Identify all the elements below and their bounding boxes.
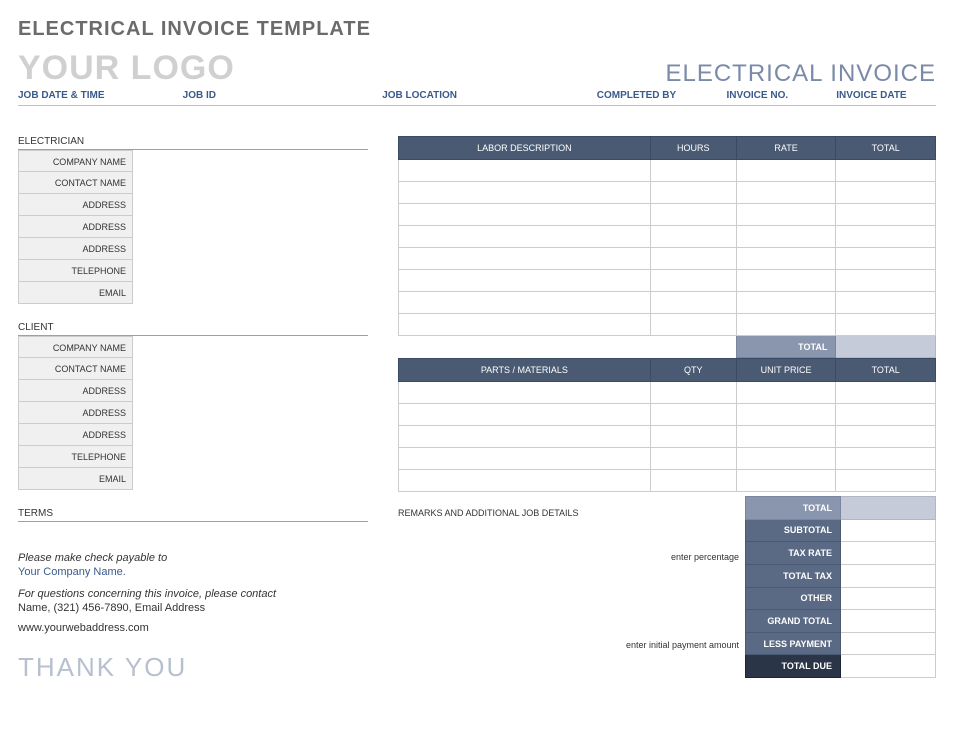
table-row[interactable]	[399, 226, 936, 248]
labor-header-hours: HOURS	[650, 137, 736, 160]
hint-payment: enter initial payment amount	[398, 634, 739, 656]
table-row[interactable]	[399, 426, 936, 448]
remarks-label: REMARKS AND ADDITIONAL JOB DETAILS	[398, 502, 739, 524]
other-label: OTHER	[746, 587, 841, 610]
parts-header-unit-price: UNIT PRICE	[736, 359, 836, 382]
total-value	[841, 497, 936, 520]
table-row[interactable]	[399, 314, 936, 336]
client-email-label: EMAIL	[19, 468, 132, 490]
web-address: www.yourwebaddress.com	[18, 622, 368, 634]
table-row[interactable]	[399, 292, 936, 314]
other-value[interactable]	[841, 587, 936, 610]
labor-total-label: TOTAL	[736, 336, 836, 358]
thank-you: THANK YOU	[18, 652, 368, 683]
subtotal-value	[841, 519, 936, 542]
footer-block: Please make check payable to Your Compan…	[18, 552, 368, 683]
header-row: YOUR LOGO ELECTRICAL INVOICE	[18, 49, 936, 88]
terms-section-label: TERMS	[18, 508, 368, 522]
table-row[interactable]	[399, 404, 936, 426]
electrician-block: COMPANY NAME CONTACT NAME ADDRESS ADDRES…	[18, 150, 368, 304]
header-job-id: JOB ID	[183, 90, 383, 101]
electrician-address3-label: ADDRESS	[19, 238, 132, 260]
totaltax-label: TOTAL TAX	[746, 564, 841, 587]
electrician-telephone-label: TELEPHONE	[19, 260, 132, 282]
logo-placeholder: YOUR LOGO	[18, 49, 235, 88]
client-address1-label: ADDRESS	[19, 380, 132, 402]
client-telephone-label: TELEPHONE	[19, 446, 132, 468]
labor-table: LABOR DESCRIPTION HOURS RATE TOTAL TOTAL	[398, 136, 936, 358]
client-contact-label: CONTACT NAME	[19, 358, 132, 380]
table-row[interactable]	[399, 248, 936, 270]
table-row[interactable]	[399, 470, 936, 492]
labor-total-row: TOTAL	[399, 336, 936, 358]
company-name-link[interactable]: Your Company Name.	[18, 566, 368, 578]
labor-header-rate: RATE	[736, 137, 836, 160]
parts-header-total: TOTAL	[836, 359, 936, 382]
electrician-email-label: EMAIL	[19, 282, 132, 304]
parts-header-description: PARTS / MATERIALS	[399, 359, 651, 382]
parts-header-qty: QTY	[650, 359, 736, 382]
totals-table: TOTAL SUBTOTAL TAX RATE TOTAL TAX OTHER …	[745, 496, 936, 678]
header-invoice-no: INVOICE NO.	[726, 90, 836, 101]
header-job-date: JOB DATE & TIME	[18, 90, 183, 101]
hint-percentage: enter percentage	[398, 546, 739, 568]
client-address2-label: ADDRESS	[19, 402, 132, 424]
labor-header-total: TOTAL	[836, 137, 936, 160]
table-row[interactable]	[399, 160, 936, 182]
subtotal-label: SUBTOTAL	[746, 519, 841, 542]
contact-line: Name, (321) 456-7890, Email Address	[18, 602, 368, 614]
client-section-label: CLIENT	[18, 322, 368, 336]
taxrate-label: TAX RATE	[746, 542, 841, 565]
client-company-label: COMPANY NAME	[19, 336, 132, 358]
parts-table: PARTS / MATERIALS QTY UNIT PRICE TOTAL	[398, 358, 936, 492]
electrician-section-label: ELECTRICIAN	[18, 136, 368, 150]
table-row[interactable]	[399, 204, 936, 226]
lesspayment-label: LESS PAYMENT	[746, 632, 841, 655]
table-row[interactable]	[399, 448, 936, 470]
questions-line: For questions concerning this invoice, p…	[18, 588, 368, 600]
table-row[interactable]	[399, 382, 936, 404]
invoice-title: ELECTRICAL INVOICE	[665, 60, 936, 88]
payable-line: Please make check payable to	[18, 552, 368, 564]
client-address3-label: ADDRESS	[19, 424, 132, 446]
labor-total-value	[836, 336, 936, 358]
labor-header-description: LABOR DESCRIPTION	[399, 137, 651, 160]
totaldue-value	[841, 655, 936, 678]
client-block: COMPANY NAME CONTACT NAME ADDRESS ADDRES…	[18, 336, 368, 490]
grandtotal-value	[841, 610, 936, 633]
electrician-contact-label: CONTACT NAME	[19, 172, 132, 194]
job-header-row: JOB DATE & TIME JOB ID JOB LOCATION COMP…	[18, 90, 936, 106]
header-invoice-date: INVOICE DATE	[836, 90, 936, 101]
table-row[interactable]	[399, 182, 936, 204]
header-job-location: JOB LOCATION	[382, 90, 597, 101]
page-title: ELECTRICAL INVOICE TEMPLATE	[18, 18, 936, 41]
electrician-address2-label: ADDRESS	[19, 216, 132, 238]
header-completed-by: COMPLETED BY	[597, 90, 727, 101]
lesspayment-value[interactable]	[841, 632, 936, 655]
table-row[interactable]	[399, 270, 936, 292]
electrician-company-label: COMPANY NAME	[19, 150, 132, 172]
total-label: TOTAL	[746, 497, 841, 520]
totaltax-value	[841, 564, 936, 587]
taxrate-value[interactable]	[841, 542, 936, 565]
electrician-address1-label: ADDRESS	[19, 194, 132, 216]
totaldue-label: TOTAL DUE	[746, 655, 841, 678]
grandtotal-label: GRAND TOTAL	[746, 610, 841, 633]
